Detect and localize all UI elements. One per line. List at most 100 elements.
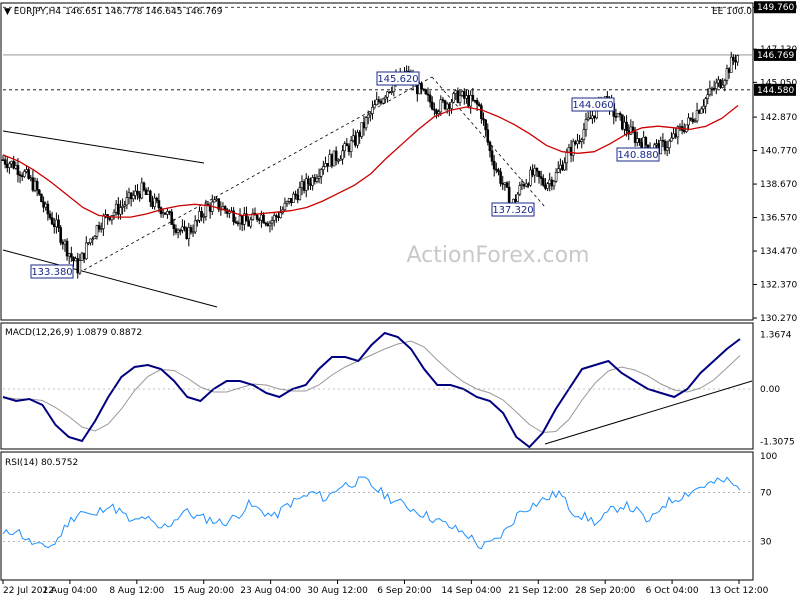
candle-body [187,227,191,239]
candle-body [347,145,351,152]
candle-body [345,143,349,147]
x-tick-label: 14 Sep 04:00 [441,586,501,596]
candle-body [283,202,287,211]
candle-body [695,110,699,122]
candle-body [319,169,323,177]
candle-body [358,132,361,137]
candle-body [561,164,564,171]
candle-body [503,182,507,185]
candle-body [424,89,428,95]
candle-body [65,240,69,257]
candle-body [339,158,342,161]
candle-body [486,129,490,143]
candle-body [155,197,159,201]
candle-body [704,98,707,107]
candle-body [497,169,500,173]
candle-body [576,140,579,145]
candle-body [272,215,276,221]
swing-label: 145.620 [377,74,418,85]
candle-body [676,126,680,138]
candle-body [138,193,141,199]
candle-body [270,220,274,224]
candle-body [460,91,464,96]
candle-body [12,160,15,169]
macd-tick-label: -1.3075 [760,437,795,447]
candle-body [157,200,161,209]
candle-body [55,219,58,228]
candle-body [618,113,622,116]
candle-body [285,201,289,204]
candle-body [129,192,133,200]
candle-body [343,143,346,152]
candle-body [134,190,137,196]
candle-body [554,172,558,182]
candle-body [217,198,220,210]
candle-body [144,189,148,195]
x-tick-label: 15 Aug 20:00 [173,586,234,596]
candle-body [326,163,329,167]
candle-body [445,103,449,110]
candle-body [349,140,353,152]
candle-body [452,93,455,103]
candle-body [719,79,722,88]
candle-body [548,179,552,184]
ma-line [2,104,739,218]
swing-annotations: 133.380 145.620 137.320 144.060 140.880 [30,71,660,279]
price-tag-label: 146.769 [757,51,794,61]
candle-body [635,138,639,143]
candle-body [499,171,502,184]
candle-body [82,252,86,260]
rsi-tick-label: 100 [760,452,777,462]
candle-body [492,160,496,170]
candle-body [46,203,50,215]
candle-body [563,162,566,171]
candle-body [710,87,714,90]
x-tick-label: 8 Aug 12:00 [109,586,164,596]
rsi-tick-label: 30 [760,537,772,547]
candle-body [471,95,475,101]
candle-body [586,117,590,120]
candle-body [74,258,77,262]
candle-body [488,141,492,152]
symbol-label: ▼ EURJPY,H4 146.651 146.778 146.645 146.7… [4,7,223,17]
candle-body [232,210,235,222]
candle-body [467,95,470,107]
candle-body [428,94,432,103]
candle-body [377,99,381,102]
candle-body [330,154,334,167]
candle-body [697,110,701,114]
candle-body [443,100,447,110]
candle-body [390,91,393,93]
candle-body [67,253,71,257]
candle-body [655,143,658,146]
y-tick-label: 132.370 [760,281,797,291]
candle-body [473,99,477,102]
candle-body [102,215,105,229]
candle-body [556,168,560,173]
candle-body [495,168,498,171]
candle-body [14,165,18,169]
y-tick-label: 140.770 [760,147,797,157]
candle-body [682,130,686,133]
candle-body [480,105,483,119]
candle-body [341,150,344,160]
candle-body [168,211,171,213]
candle-body [25,169,28,172]
price-tags: 149.760 146.769 144.580 [754,1,796,96]
candle-body [668,140,671,149]
candle-body [638,138,641,143]
candle-body [672,133,675,139]
candle-body [712,87,716,90]
candle-body [578,140,581,143]
candle-body [362,122,366,129]
candle-body [99,228,103,230]
candle-body [121,205,124,208]
candle-body [164,212,167,215]
candle-body [221,206,225,210]
candle-body [354,135,357,146]
candle-body [621,114,624,130]
candle-body [371,106,374,114]
candle-body [524,183,528,187]
candle-body [420,83,423,90]
